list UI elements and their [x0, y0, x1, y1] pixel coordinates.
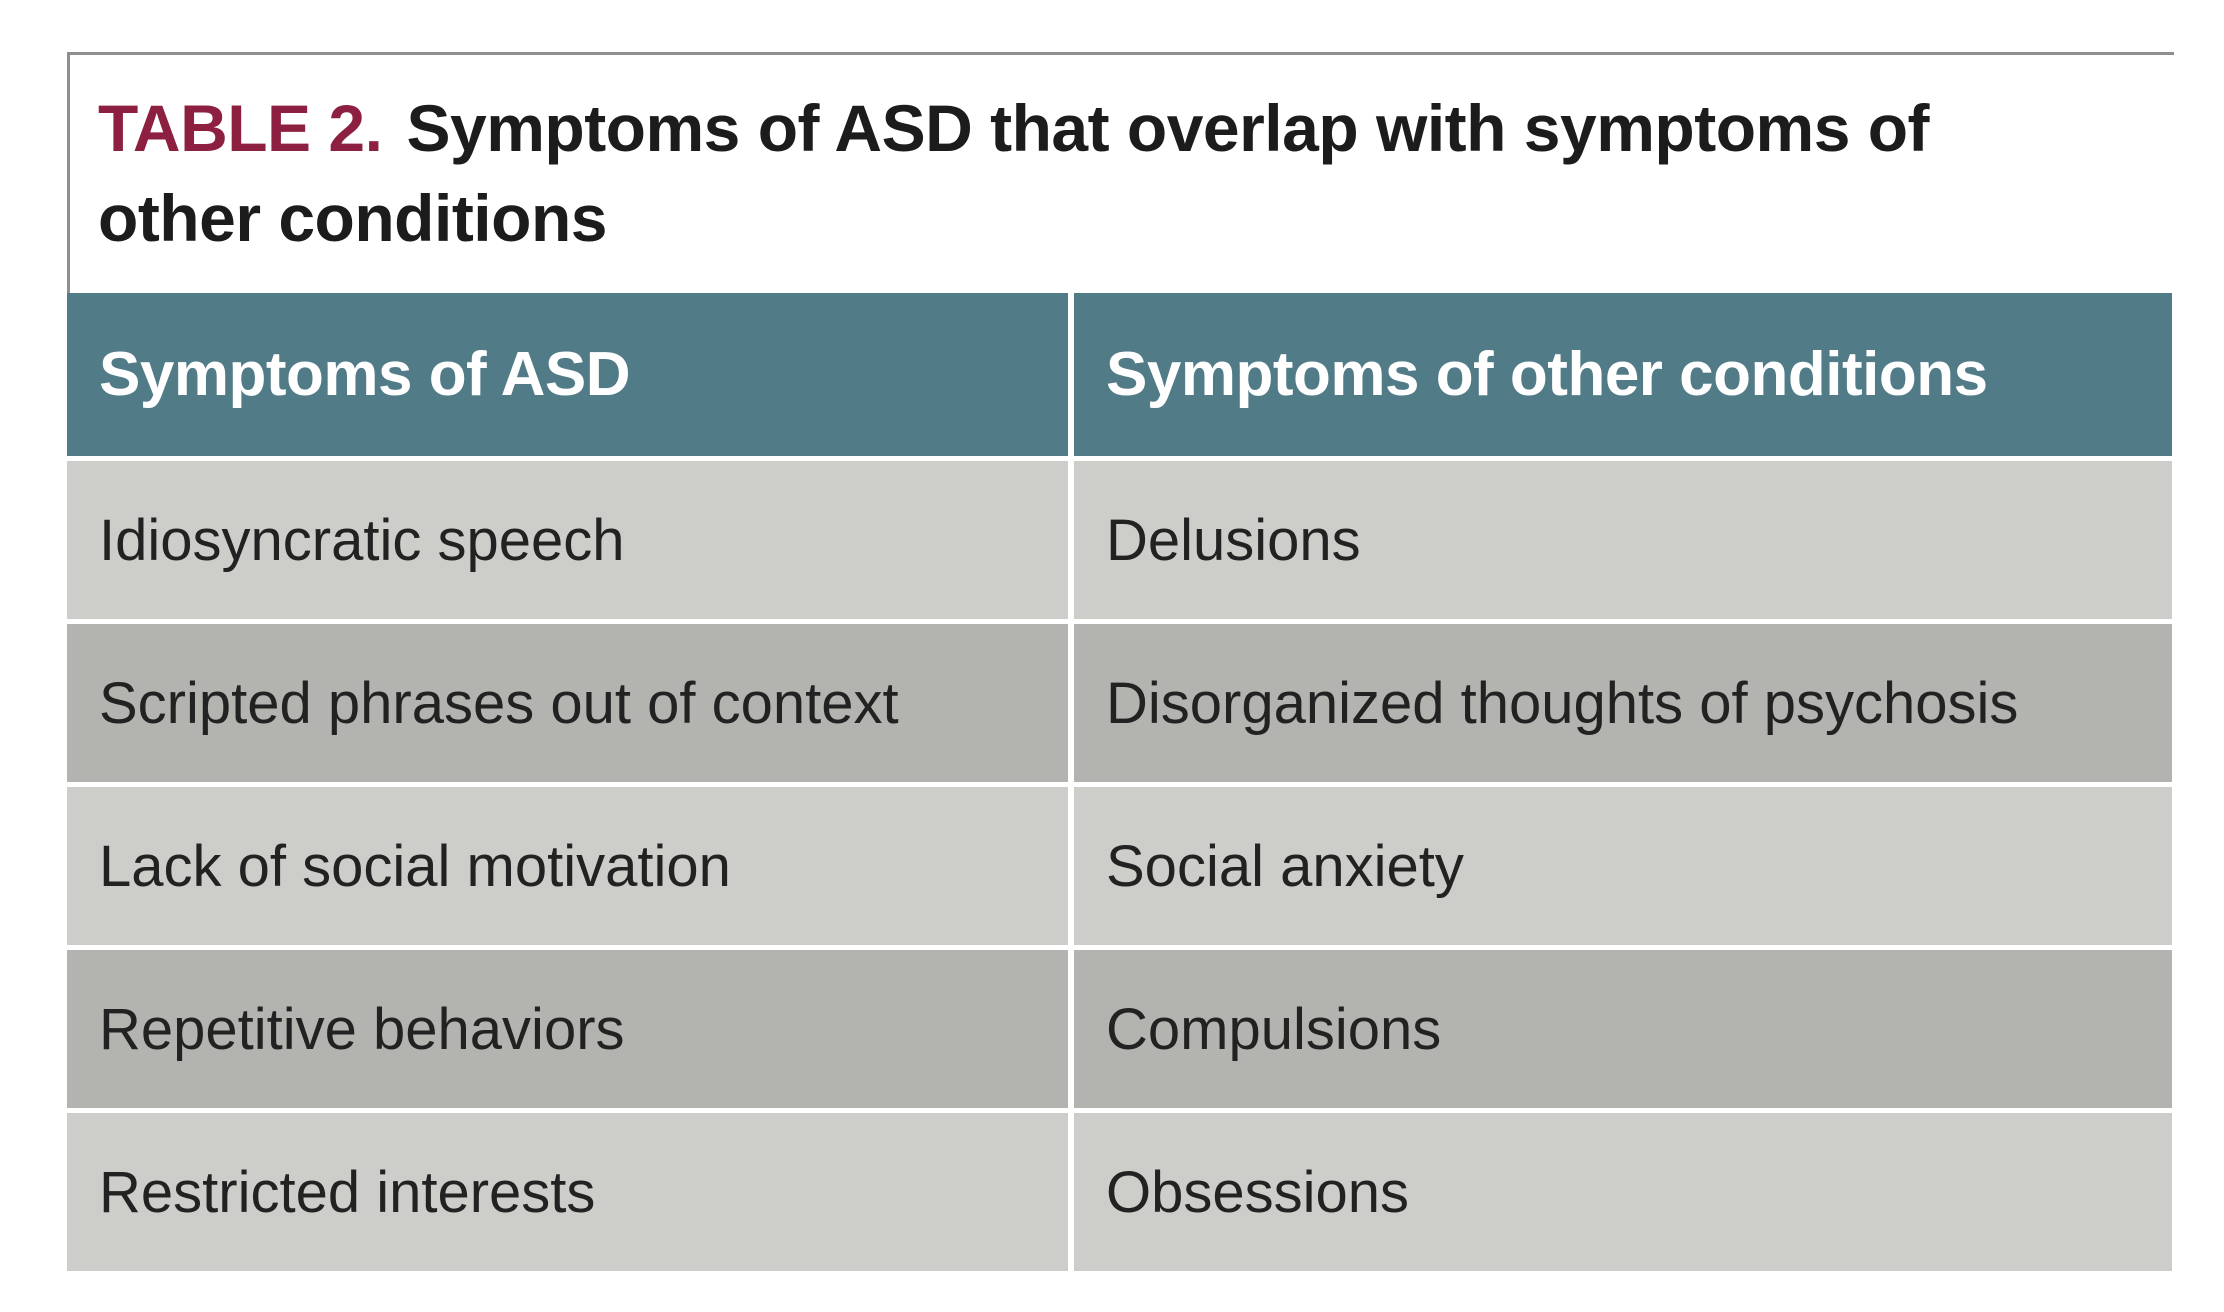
table-cell: Obsessions	[1074, 1113, 2172, 1271]
table-cell: Social anxiety	[1074, 787, 2172, 945]
table-number-label: TABLE 2.	[98, 91, 383, 165]
column-header-asd: Symptoms of ASD	[67, 293, 1068, 456]
table-card: TABLE 2. Symptoms of ASD that overlap wit…	[67, 52, 2174, 1271]
table-title-box: TABLE 2. Symptoms of ASD that overlap wit…	[67, 52, 2174, 293]
table-cell: Restricted interests	[67, 1113, 1068, 1271]
table-cell: Scripted phrases out of context	[67, 624, 1068, 782]
table-cell: Disorganized thoughts of psychosis	[1074, 624, 2172, 782]
table-cell: Lack of social motivation	[67, 787, 1068, 945]
table-title-text: Symptoms of ASD that overlap with sympto…	[98, 91, 1930, 255]
table-cell: Compulsions	[1074, 950, 2172, 1108]
table-cell: Delusions	[1074, 461, 2172, 619]
table-cell: Idiosyncratic speech	[67, 461, 1068, 619]
table-cell: Repetitive behaviors	[67, 950, 1068, 1108]
table-title: TABLE 2. Symptoms of ASD that overlap wit…	[98, 83, 1948, 263]
symptoms-table: Symptoms of ASD Symptoms of other condit…	[67, 293, 2174, 1271]
column-header-other-conditions: Symptoms of other conditions	[1074, 293, 2172, 456]
